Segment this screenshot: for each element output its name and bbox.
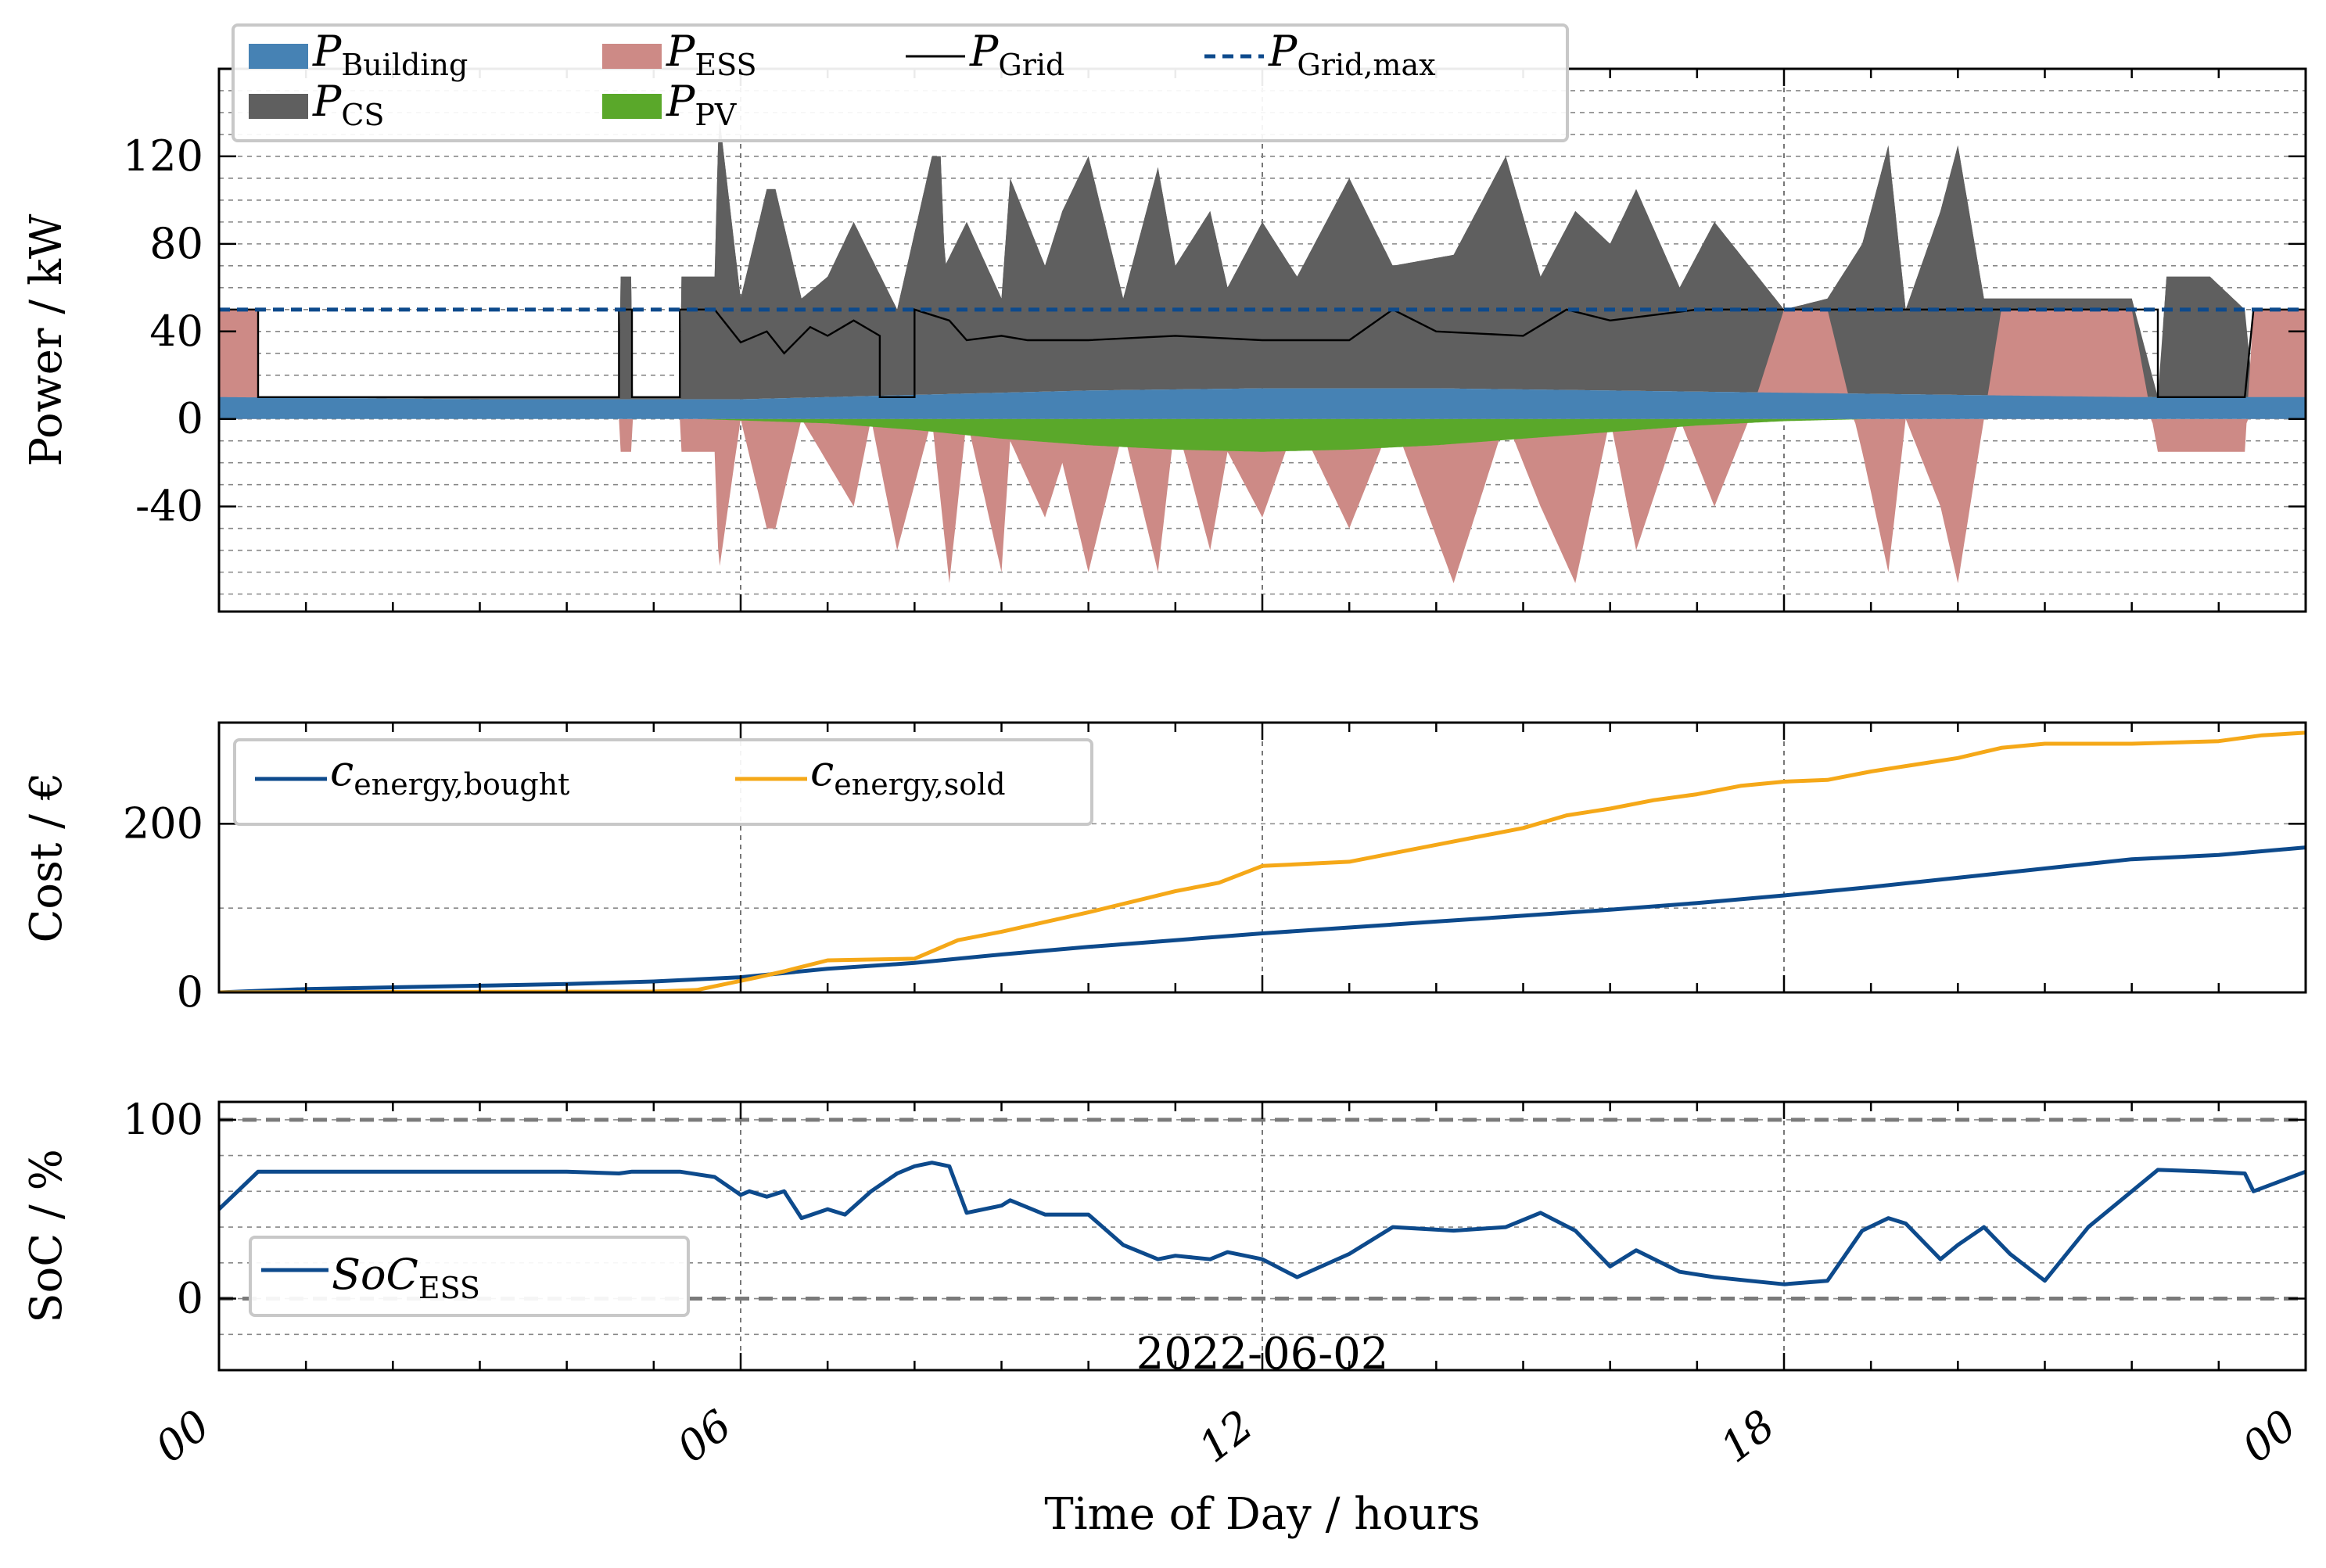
- time-axis: 00 06 12 18 00: [146, 1401, 2306, 1473]
- legend-box: [233, 738, 1093, 826]
- legend-box: [249, 1236, 690, 1317]
- plot-area: [219, 120, 2306, 583]
- series-line-SoC_ESS: [219, 1161, 2306, 1286]
- legend-swatch: [602, 94, 662, 119]
- series-line-grid: [219, 308, 2306, 398]
- x-tick-label: 12: [1190, 1401, 1262, 1473]
- y-axis-label: Cost / €: [21, 773, 72, 943]
- series-line-c_energy,sold: [219, 730, 2306, 992]
- series-area-pv: [219, 418, 2306, 452]
- x-tick-label: 06: [668, 1401, 741, 1473]
- ticks: [217, 723, 2307, 994]
- x-axis-label: Time of Day / hours: [1044, 1489, 1480, 1540]
- y-tick-label: 0: [177, 394, 203, 443]
- legend-swatch: [249, 44, 308, 69]
- panel-1: -40 0 40 80 120 Power / kW PBuilding PESS PGrid P…: [21, 23, 2307, 613]
- y-tick-label: 40: [149, 307, 203, 356]
- y-tick-label: 120: [123, 131, 203, 181]
- ticks: [217, 1102, 2307, 1370]
- panel-3: 0 100 SoC / % SoCESS 2022-06-02: [21, 1095, 2307, 1380]
- legend: cenergy,bought cenergy,sold: [233, 738, 1093, 826]
- y-axis-label: Power / kW: [21, 213, 72, 466]
- grid: [219, 1102, 2306, 1370]
- panels: -40 0 40 80 120 Power / kW PBuilding PESS PGrid P…: [21, 23, 2307, 1380]
- legend: SoCESS: [249, 1236, 690, 1317]
- y-tick-label: 100: [123, 1095, 203, 1144]
- legend-entry: PPV: [602, 77, 737, 132]
- y-tick-label: 80: [149, 219, 203, 268]
- y-tick-label: 200: [123, 798, 203, 848]
- x-tick-label: 00: [146, 1401, 219, 1473]
- y-tick-label: -40: [135, 482, 203, 531]
- legend-swatch: [249, 94, 308, 119]
- y-tick-label: 0: [177, 967, 203, 1017]
- plot-area: [219, 1161, 2306, 1286]
- series-area-building: [219, 388, 2306, 419]
- date-label: 2022-06-02: [1136, 1329, 1389, 1380]
- y-tick-label: 0: [177, 1274, 203, 1323]
- legend-box: [232, 23, 1569, 142]
- panel-2: 0 200 Cost / € cenergy,bought cenergy,sold: [21, 721, 2307, 1017]
- y-axis-label: SoC / %: [21, 1149, 72, 1323]
- x-tick-label: 00: [2233, 1401, 2306, 1473]
- legend-swatch: [602, 44, 662, 69]
- x-tick-label: 18: [1711, 1401, 1784, 1473]
- series-area-cs-peaks: [219, 120, 2306, 400]
